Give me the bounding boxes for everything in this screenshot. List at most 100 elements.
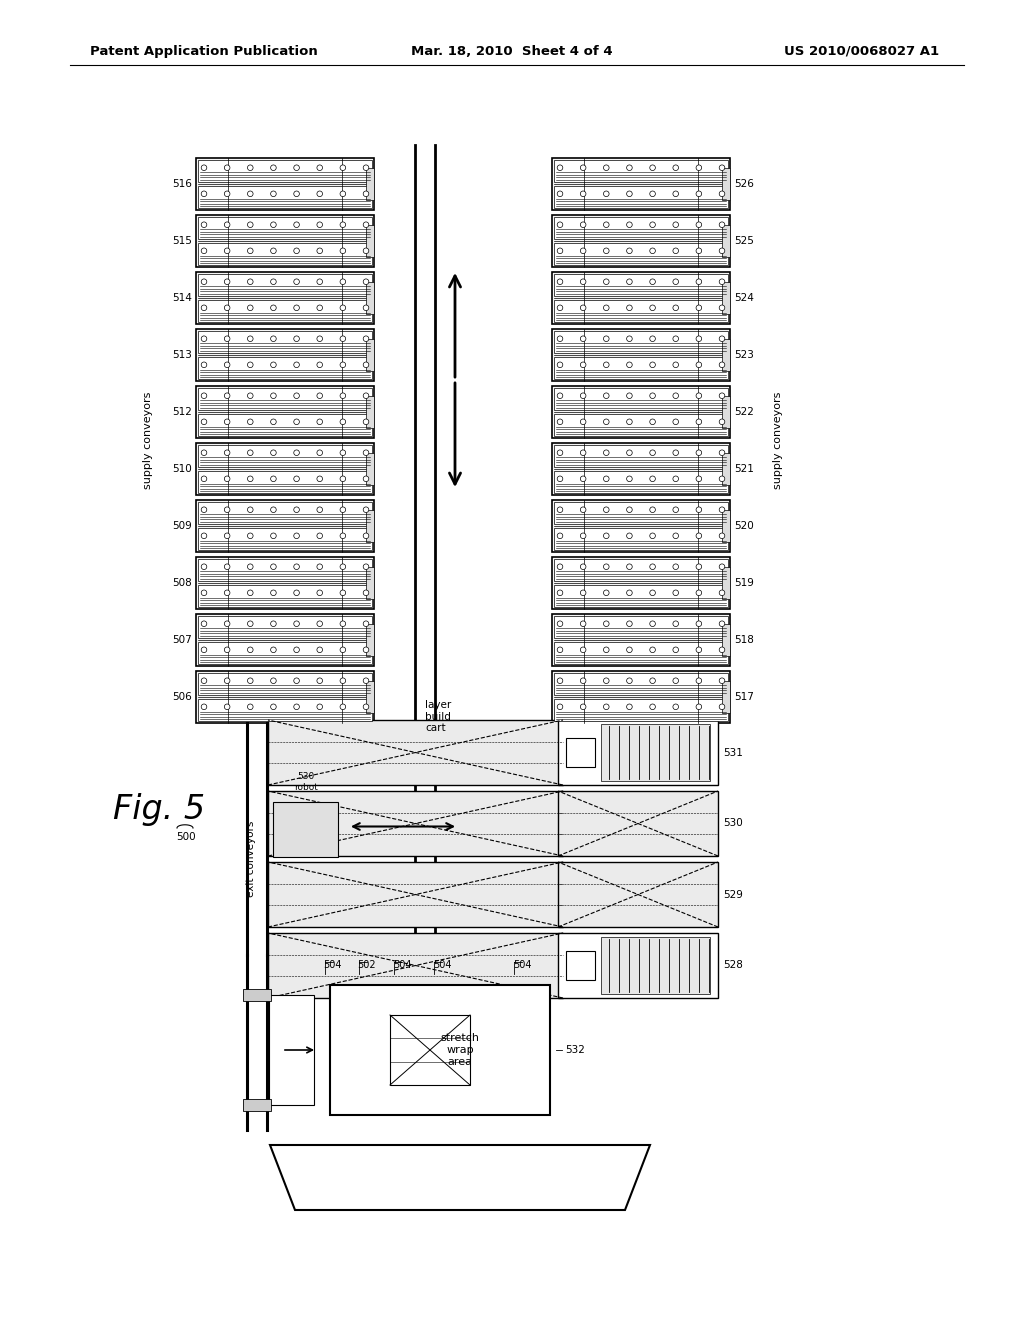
- Text: 512: 512: [172, 407, 193, 417]
- Circle shape: [557, 248, 563, 253]
- Bar: [554, 471, 728, 492]
- Bar: [366, 453, 374, 484]
- Circle shape: [270, 564, 276, 569]
- Bar: [554, 560, 728, 581]
- Circle shape: [696, 620, 701, 627]
- Circle shape: [316, 362, 323, 367]
- Circle shape: [696, 704, 701, 710]
- Text: 504: 504: [513, 960, 531, 970]
- Circle shape: [603, 305, 609, 310]
- Bar: [267, 742, 279, 763]
- Circle shape: [201, 678, 207, 684]
- Circle shape: [364, 335, 369, 342]
- Circle shape: [627, 222, 632, 227]
- Bar: [243, 1100, 271, 1111]
- Circle shape: [340, 620, 346, 627]
- Bar: [198, 243, 372, 265]
- Text: 506: 506: [172, 692, 193, 702]
- Circle shape: [248, 704, 253, 710]
- Circle shape: [316, 678, 323, 684]
- Text: 518: 518: [734, 635, 754, 645]
- Circle shape: [673, 222, 679, 227]
- Circle shape: [316, 507, 323, 512]
- Circle shape: [719, 533, 725, 539]
- Circle shape: [650, 450, 655, 455]
- Text: 502: 502: [357, 960, 376, 970]
- Circle shape: [673, 678, 679, 684]
- Bar: [554, 388, 728, 411]
- Circle shape: [603, 533, 609, 539]
- Circle shape: [248, 335, 253, 342]
- Bar: [554, 616, 728, 638]
- Circle shape: [201, 305, 207, 310]
- Text: 519: 519: [734, 578, 754, 587]
- Bar: [552, 444, 730, 495]
- Circle shape: [316, 564, 323, 569]
- Bar: [366, 226, 374, 256]
- Bar: [558, 791, 718, 855]
- Circle shape: [224, 305, 230, 310]
- Text: Patent Application Publication: Patent Application Publication: [90, 45, 317, 58]
- Text: 530: 530: [723, 818, 742, 829]
- Circle shape: [650, 647, 655, 652]
- Circle shape: [673, 533, 679, 539]
- Circle shape: [557, 533, 563, 539]
- Circle shape: [224, 222, 230, 227]
- Circle shape: [248, 450, 253, 455]
- Circle shape: [294, 564, 299, 569]
- Circle shape: [557, 222, 563, 227]
- Circle shape: [627, 647, 632, 652]
- Bar: [198, 216, 372, 239]
- Circle shape: [364, 477, 369, 482]
- Circle shape: [650, 418, 655, 425]
- Circle shape: [201, 647, 207, 652]
- Circle shape: [557, 590, 563, 595]
- Text: supply conveyors: supply conveyors: [773, 392, 783, 490]
- Bar: [366, 511, 374, 541]
- Circle shape: [581, 335, 586, 342]
- Circle shape: [294, 620, 299, 627]
- Bar: [196, 444, 374, 495]
- Text: 504: 504: [433, 960, 452, 970]
- Circle shape: [201, 279, 207, 285]
- Circle shape: [603, 393, 609, 399]
- Circle shape: [719, 305, 725, 310]
- Circle shape: [627, 393, 632, 399]
- Circle shape: [557, 279, 563, 285]
- Circle shape: [650, 248, 655, 253]
- Circle shape: [340, 647, 346, 652]
- Circle shape: [673, 418, 679, 425]
- Circle shape: [650, 590, 655, 595]
- Circle shape: [248, 477, 253, 482]
- Bar: [554, 700, 728, 721]
- Circle shape: [340, 165, 346, 170]
- Bar: [198, 502, 372, 524]
- Bar: [554, 216, 728, 239]
- Bar: [722, 226, 730, 256]
- Bar: [366, 624, 374, 656]
- Circle shape: [696, 678, 701, 684]
- Circle shape: [316, 477, 323, 482]
- Circle shape: [603, 165, 609, 170]
- Bar: [196, 614, 374, 667]
- Circle shape: [201, 564, 207, 569]
- Circle shape: [557, 362, 563, 367]
- Circle shape: [316, 533, 323, 539]
- Bar: [267, 813, 279, 833]
- Bar: [601, 723, 710, 781]
- Circle shape: [673, 564, 679, 569]
- Circle shape: [719, 222, 725, 227]
- Circle shape: [603, 590, 609, 595]
- Bar: [554, 186, 728, 209]
- Circle shape: [340, 393, 346, 399]
- Circle shape: [673, 647, 679, 652]
- Bar: [722, 453, 730, 484]
- Circle shape: [340, 704, 346, 710]
- Circle shape: [224, 450, 230, 455]
- Circle shape: [248, 279, 253, 285]
- Circle shape: [316, 335, 323, 342]
- Bar: [196, 329, 374, 381]
- Circle shape: [364, 165, 369, 170]
- Circle shape: [673, 393, 679, 399]
- Circle shape: [627, 418, 632, 425]
